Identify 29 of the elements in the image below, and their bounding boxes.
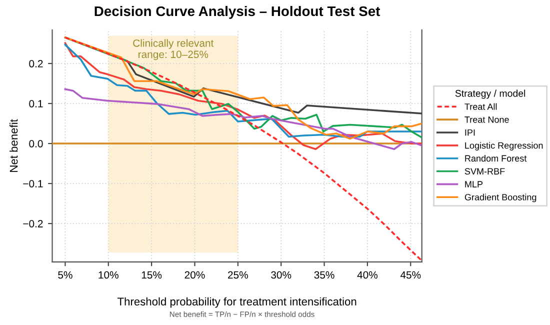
chart-title: Decision Curve Analysis – Holdout Test Set (94, 6, 380, 19)
legend-title: Strategy / model (455, 90, 526, 99)
legend-label: Random Forest (465, 154, 527, 162)
x-tick-label: 25% (228, 271, 248, 279)
legend-label: Gradient Boosting (464, 194, 536, 202)
legend-label: MLP (465, 181, 483, 188)
legend-label: IPI (465, 129, 475, 136)
x-tick-label: 5% (58, 271, 72, 279)
line-series (64, 36, 422, 262)
y-tick-label: 0.1 (29, 100, 43, 108)
x-tick-label: 30% (271, 271, 292, 279)
x-tick-label: 20% (184, 271, 205, 279)
legend-label: Logistic Regression (465, 142, 543, 150)
y-tick-label: 0.0 (29, 140, 43, 148)
y-tick-label: −0.1 (23, 180, 43, 188)
legend-label: Treat All (464, 103, 497, 110)
x-tick-label: 35% (314, 271, 334, 279)
y-axis-title: Net benefit (10, 119, 18, 172)
band-label: Clinically relevant range: 10–25% (133, 39, 214, 60)
x-tick-label: 40% (357, 271, 378, 279)
legend-label: SVM-RBF (464, 168, 505, 175)
x-tick-label: 45% (400, 271, 421, 279)
x-axis-title: Threshold probability for treatment intensification (117, 297, 356, 308)
y-tick-label: −0.2 (23, 220, 43, 228)
line-series (64, 88, 422, 150)
legend-label: Treat None (464, 116, 509, 123)
x-tick-label: 10% (98, 271, 118, 279)
x-tick-label: 15% (142, 271, 162, 279)
y-tick-label: 0.2 (29, 60, 43, 68)
